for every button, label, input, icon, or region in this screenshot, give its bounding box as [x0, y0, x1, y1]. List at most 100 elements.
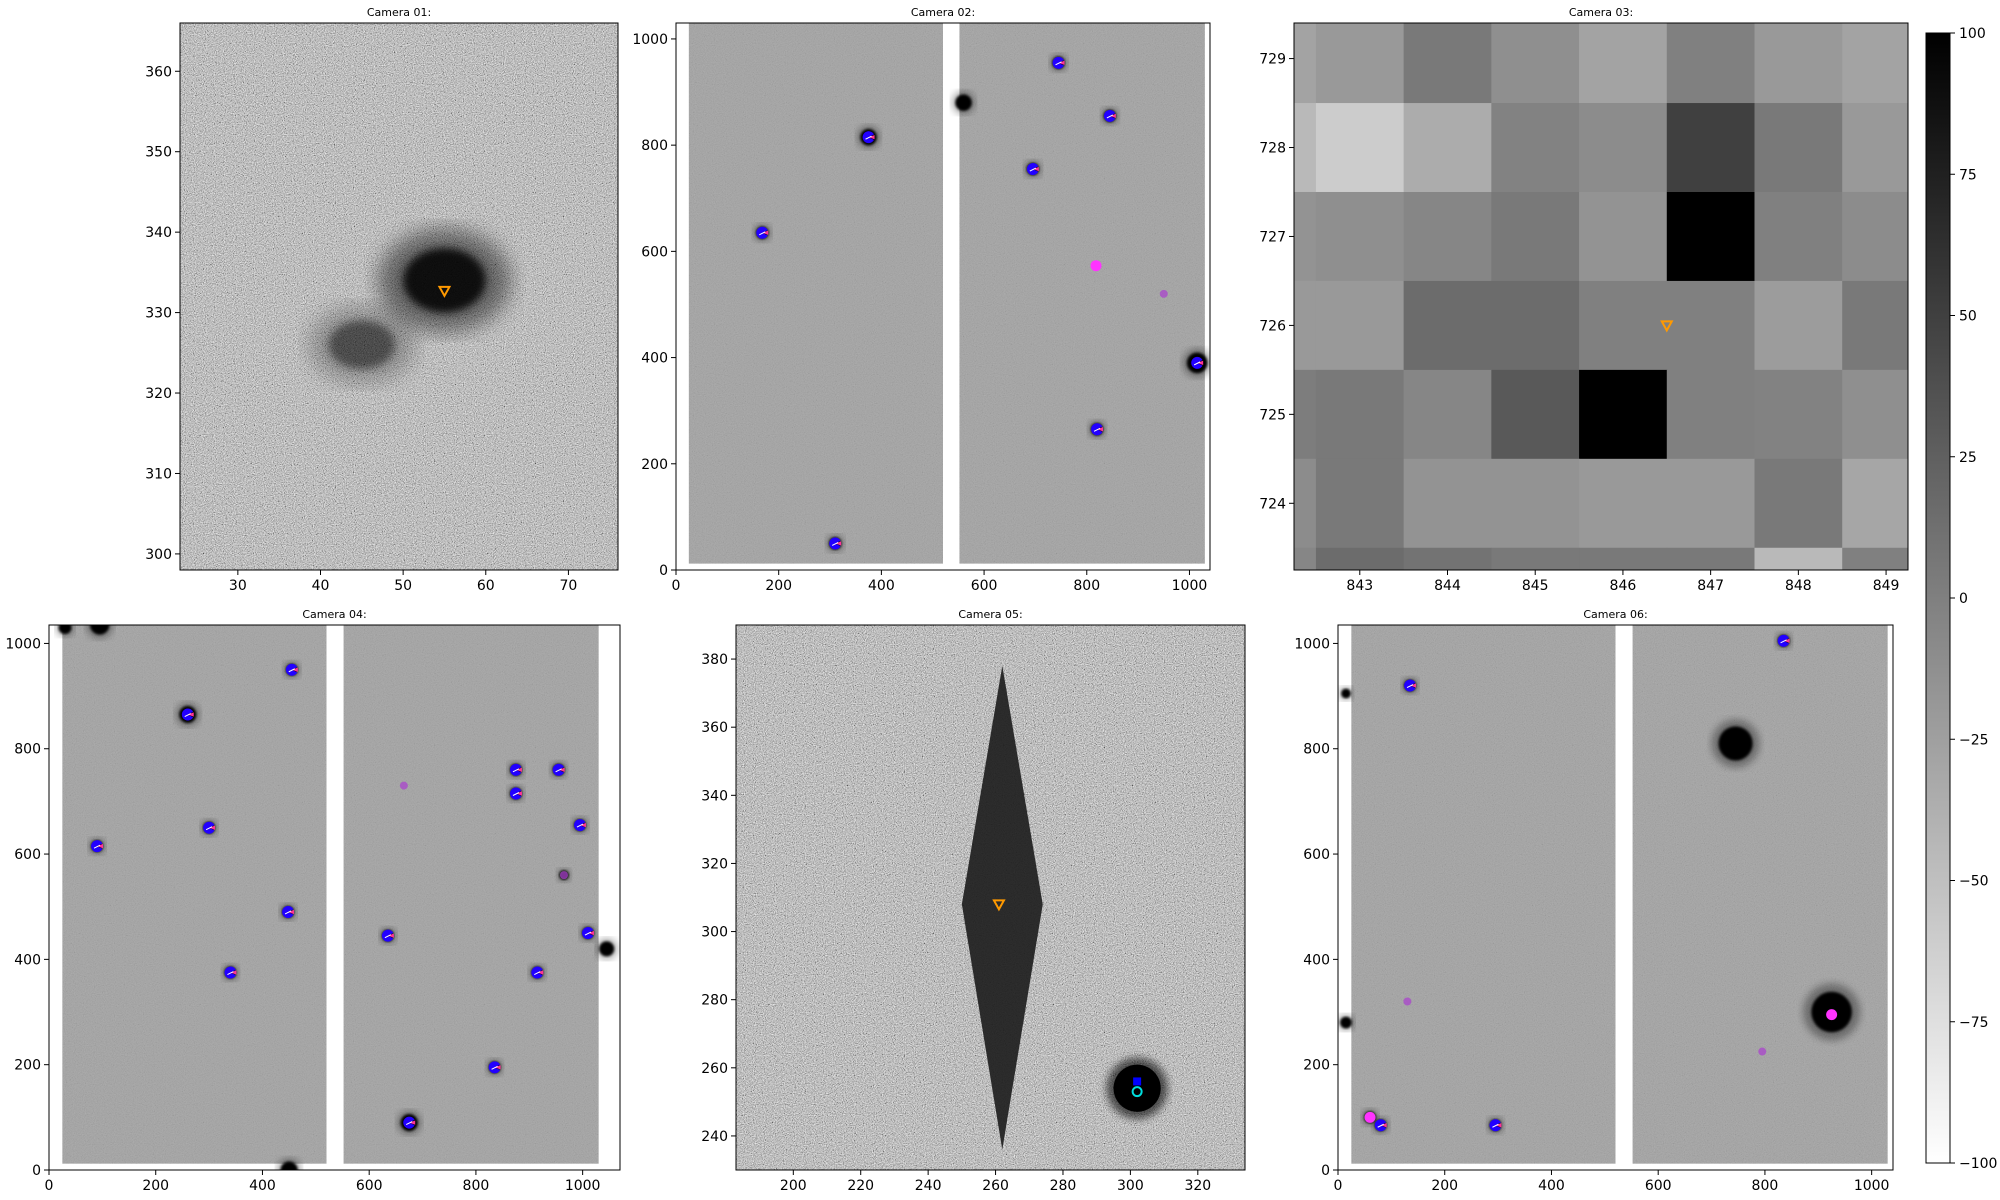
source-marker-wedge — [515, 791, 522, 796]
elongated-source — [961, 665, 1043, 1150]
pixel-cell — [1315, 191, 1405, 282]
pixel-cell — [1842, 23, 1908, 104]
source-marker-wedge — [387, 933, 394, 938]
source-marker-tick — [384, 934, 392, 939]
chip-gap — [49, 625, 63, 1170]
pixel-cell — [1842, 103, 1908, 193]
pixel-cell — [1315, 547, 1405, 570]
x-tick-label: 400 — [249, 1178, 276, 1194]
star — [1718, 726, 1753, 761]
source-marker — [1404, 679, 1416, 692]
panel-title: Camera 01: — [367, 6, 431, 19]
pixel-cell — [1754, 23, 1843, 104]
source-marker — [1777, 634, 1790, 647]
pixel-cell — [1754, 547, 1843, 570]
axes-frame — [675, 22, 1211, 571]
target-marker — [437, 285, 452, 298]
source-marker-wedge — [1109, 113, 1116, 119]
source-marker-wedge — [537, 970, 544, 975]
source-marker-wedge — [1380, 1123, 1387, 1128]
source-marker — [381, 929, 394, 942]
pixel-cell — [1403, 547, 1492, 570]
colorbar-tick-label: −100 — [1959, 1156, 1997, 1172]
y-tick-label: 300 — [145, 547, 172, 563]
source-marker — [285, 663, 298, 676]
x-tick-label: 600 — [356, 1178, 383, 1194]
source-marker-wedge — [288, 909, 295, 915]
colorbar-tick-label: 50 — [1959, 309, 1977, 325]
panels: Camera 01: 30 40 50 60 70 300 310 320 330 340 350 36… — [5, 6, 1909, 1194]
y-tick-label: 310 — [145, 466, 172, 482]
x-tick-label: 40 — [312, 578, 330, 594]
variable-marker — [1364, 1111, 1376, 1123]
source-marker — [531, 966, 543, 979]
axes-frame — [735, 624, 1246, 1171]
source-marker-tick — [1492, 1123, 1499, 1128]
pixel-cell — [1842, 280, 1908, 371]
image-area — [736, 625, 1245, 1170]
colorbar-tick-label: 0 — [1959, 591, 1968, 607]
y-tick-label: 724 — [1259, 496, 1286, 512]
source-marker-wedge — [515, 767, 522, 772]
target-marker — [1660, 320, 1674, 333]
y-tick-label: 600 — [641, 244, 668, 260]
source-marker-tick — [1093, 427, 1101, 432]
x-tick-label: 1000 — [1854, 1178, 1890, 1194]
source-marker-tick — [831, 541, 839, 546]
source-marker-tick — [1055, 61, 1062, 66]
y-tick-label: 350 — [145, 145, 172, 161]
x-tick-label: 600 — [971, 578, 998, 594]
panel-camera-05: Camera 05: 200 220 240 260 280 300 320 240 260 280… — [701, 608, 1246, 1194]
image-area — [676, 23, 1210, 570]
pixel-cell — [1294, 191, 1317, 282]
pixel-cell — [1579, 369, 1668, 460]
source-marker-tick — [1377, 1123, 1384, 1128]
x-tick-label: 800 — [1073, 578, 1100, 594]
y-tick-label: 725 — [1259, 407, 1286, 423]
source-marker — [1052, 56, 1064, 69]
star — [1113, 1064, 1161, 1112]
image-area — [1338, 625, 1893, 1170]
y-tick-label: 729 — [1259, 52, 1286, 68]
pixel-cell — [1491, 458, 1580, 549]
pixel-cell — [1491, 547, 1580, 570]
source-marker — [509, 787, 522, 800]
source-marker-wedge — [97, 844, 104, 849]
pixel-cell — [1666, 369, 1755, 460]
chip-gap — [598, 625, 620, 1170]
source-marker — [574, 819, 586, 832]
pixel-cell — [1579, 280, 1668, 371]
chip-gap — [676, 23, 689, 570]
x-tick-label: 300 — [1117, 1178, 1144, 1194]
pixel-cell — [1403, 191, 1492, 282]
source-marker-tick — [512, 768, 520, 773]
axes-frame — [1337, 624, 1894, 1171]
panel-camera-03: Camera 03: 843 844 845 846 847 848 849 724 725 726… — [1259, 6, 1909, 594]
star — [58, 625, 72, 635]
source-marker-wedge — [1197, 360, 1204, 365]
source-marker — [488, 1061, 500, 1074]
x-tick-label: 200 — [780, 1178, 807, 1194]
faint-marker — [1159, 289, 1168, 298]
source-marker-wedge — [494, 1065, 501, 1070]
source-marker-tick — [1193, 361, 1201, 366]
y-tick-label: 727 — [1259, 229, 1286, 245]
y-tick-label: 728 — [1259, 141, 1286, 157]
pixel-cell — [1666, 103, 1755, 193]
pixel-cell — [1842, 547, 1908, 570]
chip-gap — [1338, 625, 1352, 1170]
x-tick-label: 845 — [1522, 578, 1549, 594]
faint-marker — [1403, 997, 1412, 1006]
source-marker-tick — [1780, 639, 1787, 644]
pixel-cell — [1403, 369, 1492, 460]
pixel-cell — [1294, 280, 1317, 371]
chip-edge — [1338, 1163, 1893, 1170]
pixel-cell — [1403, 280, 1492, 371]
y-tick-label: 320 — [701, 856, 728, 872]
source-marker-wedge — [558, 767, 565, 772]
source-marker-tick — [759, 231, 766, 236]
y-tick-label: 400 — [641, 351, 668, 367]
chip-gap — [1887, 625, 1893, 1170]
pixel-cell — [1666, 191, 1755, 282]
